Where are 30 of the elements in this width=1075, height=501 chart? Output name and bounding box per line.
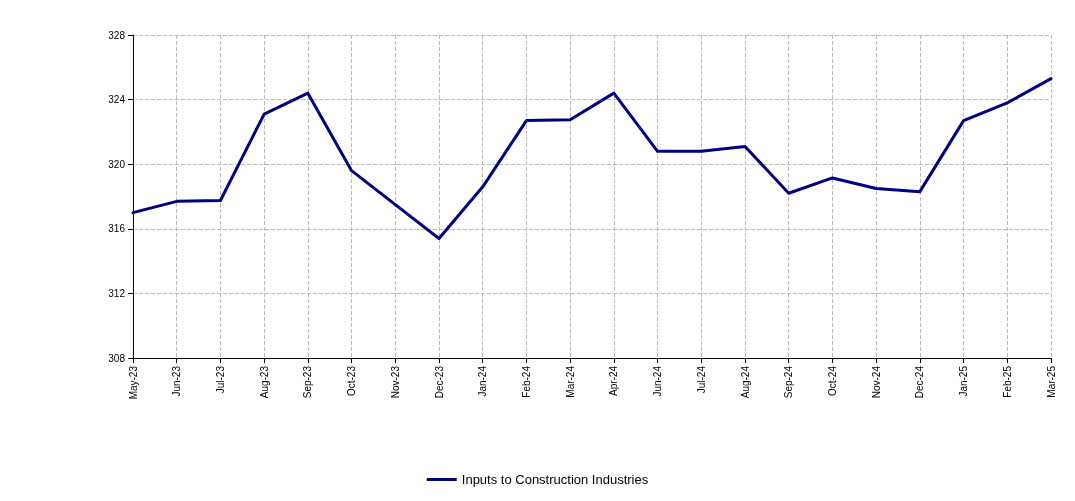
x-tick-label: Aug-23 [258,365,270,399]
x-tick-label: Oct-24 [826,365,838,397]
x-tick-label: Feb-24 [520,365,532,398]
x-tick-label: Jun-24 [652,365,664,397]
y-tick-label: 312 [108,287,126,299]
x-tick-label: Jun-23 [171,365,183,397]
x-tick-label: Aug-24 [739,365,751,399]
y-tick-label: 320 [108,158,126,170]
x-tick-label: Feb-25 [1001,365,1013,398]
y-tick-label: 328 [108,29,126,41]
line-series [131,77,1053,240]
x-tick-label: Dec-24 [914,365,926,399]
x-tick-label: Mar-25 [1045,365,1057,398]
legend-label: Inputs to Construction Industries [461,472,649,487]
x-tick-label: Dec-23 [433,365,445,399]
y-tick-label: 324 [108,94,126,106]
x-tick-label: Jul-23 [214,365,226,394]
x-tick-label: May-23 [127,365,139,400]
x-tick-label: Oct-23 [346,365,358,397]
y-tick-label: 316 [108,223,126,235]
x-tick-label: Apr-24 [608,365,620,397]
x-tick-label: Nov-23 [389,365,401,399]
x-tick-label: Mar-24 [564,365,576,398]
x-tick-label: Jan-24 [477,365,489,397]
x-tick-label: Jul-24 [695,365,707,394]
x-tick-label: Sep-24 [783,365,795,399]
x-tick-label: Jan-25 [958,365,970,397]
x-tick-label: Sep-23 [302,365,314,399]
y-tick-label: 308 [108,352,126,364]
x-tick-label: Nov-24 [870,365,882,399]
